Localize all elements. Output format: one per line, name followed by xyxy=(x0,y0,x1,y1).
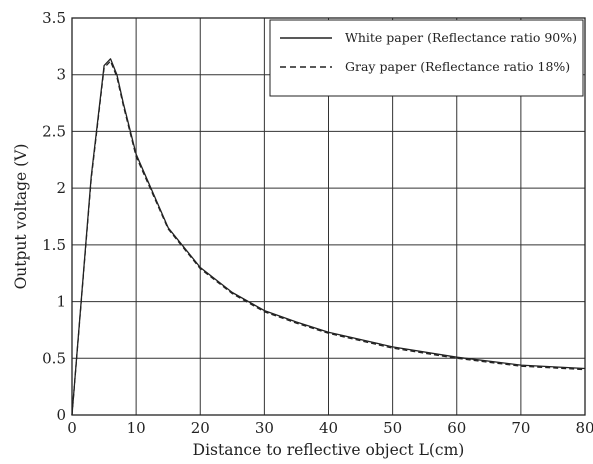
series-layer xyxy=(71,58,586,416)
legend-box xyxy=(269,19,584,97)
y-tick-label: 0.5 xyxy=(42,349,66,367)
tick-labels: 0 10 20 30 40 50 60 70 80 0 0.5 1 1.5 2 2.5 3 3.5 xyxy=(42,9,593,437)
x-tick-label: 20 xyxy=(191,419,210,437)
y-tick-label: 1.5 xyxy=(42,236,66,254)
x-tick-label: 40 xyxy=(319,419,338,437)
x-tick-label: 10 xyxy=(127,419,146,437)
y-tick-label: 3 xyxy=(56,66,66,84)
legend-label-gray-paper: Gray paper (Reflectance ratio 18%) xyxy=(345,59,570,74)
series-line-gray-paper xyxy=(71,60,586,416)
x-tick-label: 70 xyxy=(511,419,530,437)
x-tick-label: 50 xyxy=(383,419,402,437)
legend-label-white-paper: White paper (Reflectance ratio 90%) xyxy=(345,30,577,45)
y-tick-label: 1 xyxy=(56,293,66,311)
y-tick-label: 0 xyxy=(56,406,66,424)
y-axis-label: Output voltage (V) xyxy=(12,144,30,290)
x-tick-label: 80 xyxy=(575,419,593,437)
legend: White paper (Reflectance ratio 90%) Gray… xyxy=(269,19,584,97)
y-tick-label: 2.5 xyxy=(42,122,66,140)
x-tick-label: 30 xyxy=(255,419,274,437)
y-tick-label: 3.5 xyxy=(42,9,66,27)
x-axis-label: Distance to reflective object L(cm) xyxy=(193,441,465,459)
x-tick-label: 0 xyxy=(67,419,77,437)
series-line-white-paper xyxy=(71,58,586,416)
x-tick-label: 60 xyxy=(447,419,466,437)
y-tick-label: 2 xyxy=(56,179,66,197)
plot-frame xyxy=(71,17,586,416)
